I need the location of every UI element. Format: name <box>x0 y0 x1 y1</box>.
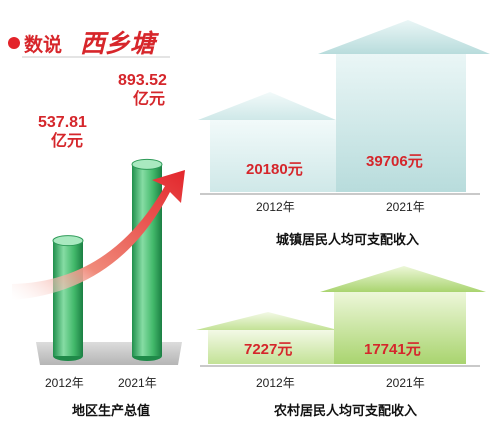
rural-tick-2021: 2021年 <box>386 376 425 390</box>
gdp-value-number-2021: 893.52 <box>118 72 167 89</box>
urban-house-2021 <box>318 20 490 192</box>
rural-house-2021 <box>320 266 486 364</box>
gdp-value-number-2012: 537.81 <box>38 114 87 131</box>
gdp-value-unit-2012: 亿元 <box>51 133 84 150</box>
header-bullet <box>8 37 20 49</box>
gdp-value-label-2021: 893.52 亿元 <box>118 71 167 109</box>
header-title-brush: 西乡塘 <box>80 29 156 58</box>
gdp-chart-title: 地区生产总值 <box>72 403 151 418</box>
rural-value-2012: 7227元 <box>244 341 293 358</box>
gdp-bar-2021 <box>132 164 162 356</box>
gdp-bar-2012 <box>53 240 83 356</box>
gdp-bars <box>52 158 163 361</box>
growth-arrow <box>12 170 185 300</box>
gdp-value-unit-2021: 亿元 <box>133 91 166 108</box>
urban-tick-2012: 2012年 <box>256 200 295 214</box>
gdp-value-label-2012: 537.81 亿元 <box>38 113 87 151</box>
rural-tick-2012: 2012年 <box>256 376 295 390</box>
urban-value-2021: 39706元 <box>366 153 423 170</box>
rural-house-2012 <box>196 312 338 364</box>
gdp-bar-cap-2012 <box>52 235 84 247</box>
urban-tick-2021: 2021年 <box>386 200 425 214</box>
header-title: 数说 <box>24 35 63 56</box>
gdp-tick-2012: 2012年 <box>45 376 84 390</box>
urban-value-2012: 20180元 <box>246 161 303 178</box>
urban-house-2012 <box>198 92 336 192</box>
gdp-bar-cap-2021 <box>131 158 163 170</box>
gdp-tick-2021: 2021年 <box>118 376 157 390</box>
urban-chart-title: 城镇居民人均可支配收入 <box>276 232 420 247</box>
rural-value-2021: 17741元 <box>364 341 421 358</box>
rural-chart-title: 农村居民人均可支配收入 <box>274 403 418 418</box>
